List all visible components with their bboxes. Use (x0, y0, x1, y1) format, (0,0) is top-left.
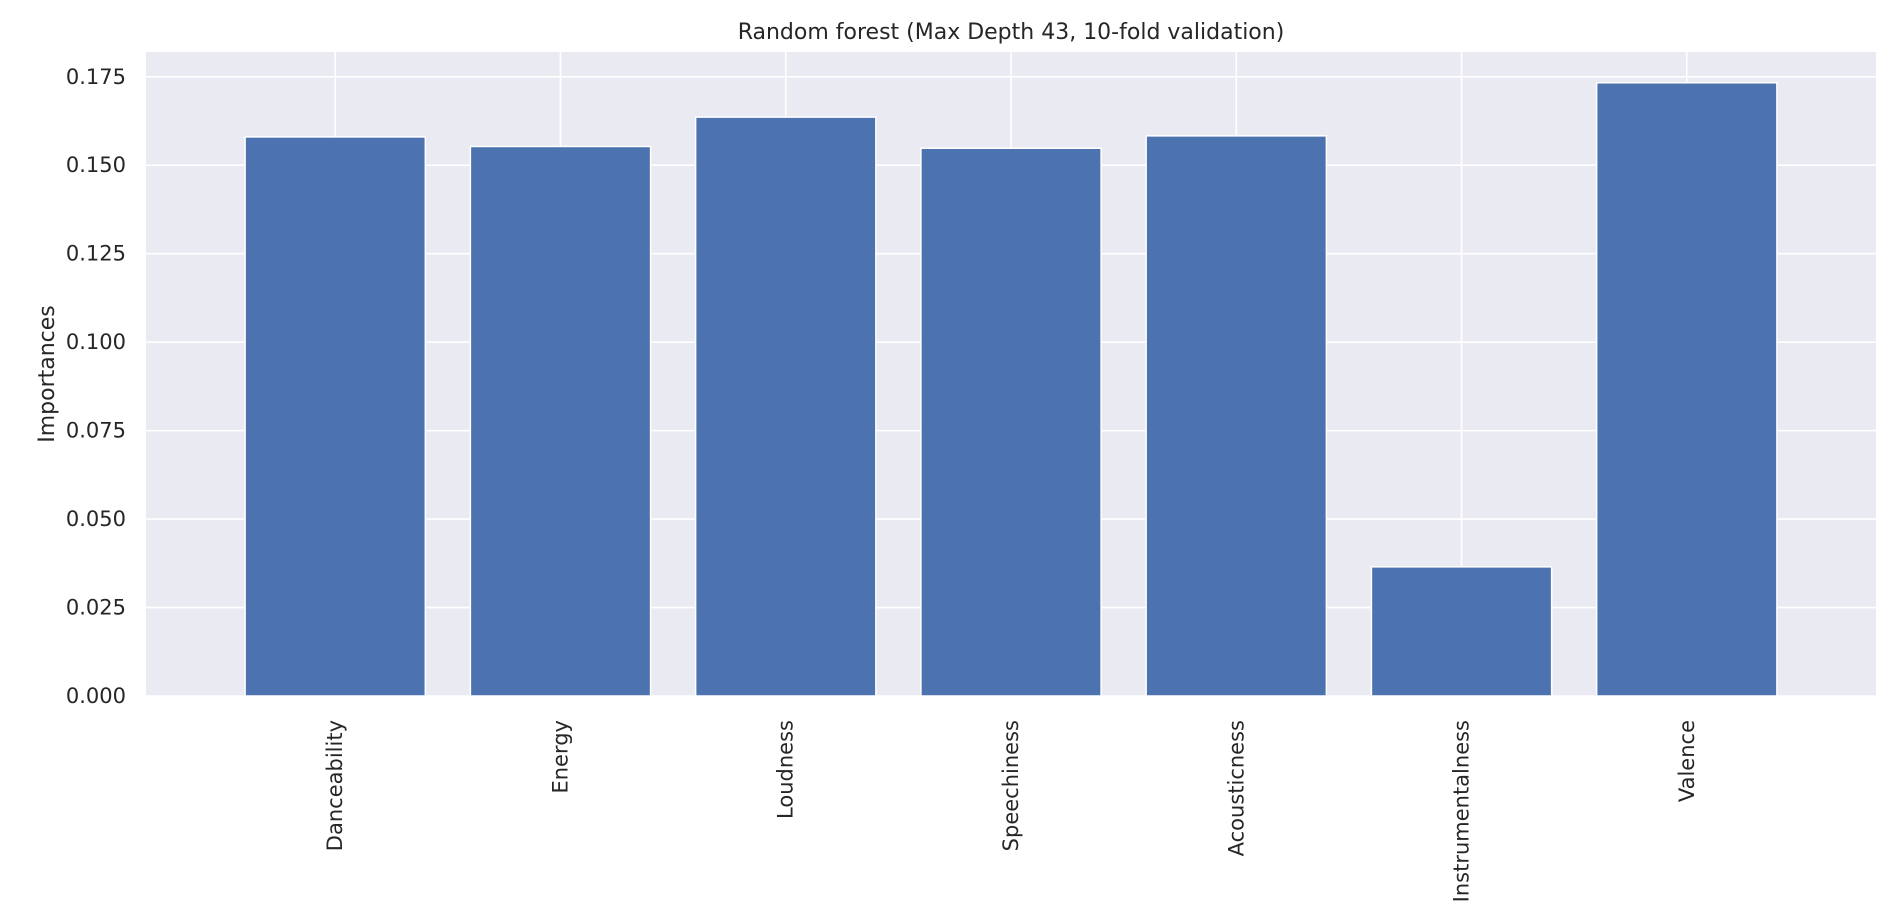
chart-title: Random forest (Max Depth 43, 10-fold val… (738, 20, 1285, 45)
x-tick-label: Speechiness (999, 720, 1023, 851)
x-tick-label: Acousticness (1224, 720, 1248, 856)
y-tick-label: 0.025 (66, 596, 126, 620)
bar-loudness (694, 116, 877, 697)
y-axis-label: Importances (35, 305, 60, 443)
y-tick-label: 0.125 (66, 242, 126, 266)
bar-danceability (244, 136, 427, 697)
x-tick-label: Energy (548, 720, 572, 794)
y-tick-label: 0.100 (66, 330, 126, 354)
y-tick-label: 0.050 (66, 507, 126, 531)
bars (244, 82, 1778, 697)
y-tick-labels: 0.000 0.025 0.050 0.075 0.100 0.125 0.150 0.175 (66, 65, 126, 708)
bar-speechiness (920, 147, 1102, 697)
bar-acousticness (1145, 135, 1328, 697)
y-tick-label: 0.150 (66, 153, 126, 177)
bar-instrumentalness (1370, 566, 1553, 697)
x-tick-label: Danceability (323, 720, 347, 851)
x-tick-label: Instrumentalness (1450, 720, 1474, 902)
x-tick-label: Loudness (774, 720, 798, 819)
y-tick-label: 0.000 (66, 684, 126, 708)
x-tick-labels: Danceability Energy Loudness Speechiness Aco… (323, 720, 1699, 902)
bar-valence (1595, 82, 1778, 697)
y-tick-label: 0.075 (66, 419, 126, 443)
y-tick-label: 0.175 (66, 65, 126, 89)
x-tick-label: Valence (1675, 720, 1699, 802)
bar-energy (469, 145, 652, 697)
